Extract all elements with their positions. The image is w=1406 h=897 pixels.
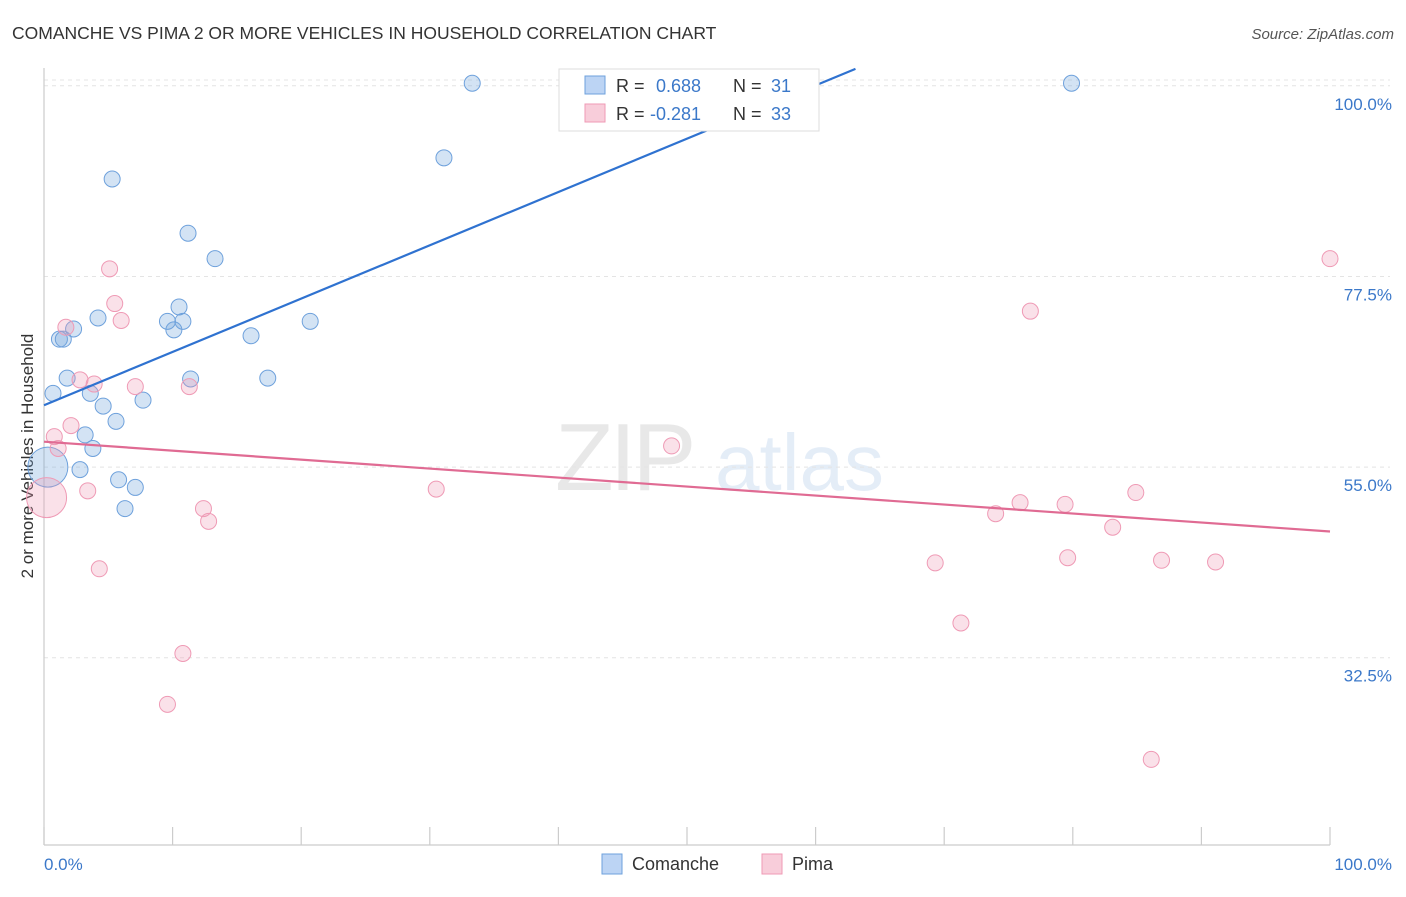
pima-point — [101, 260, 119, 278]
comanche-point — [94, 397, 112, 415]
stats-swatch-comanche — [584, 75, 606, 95]
comanche-point — [158, 312, 176, 330]
watermark-zip: ZIP — [555, 404, 692, 511]
pima-point — [987, 505, 1005, 523]
gridlines — [44, 79, 1390, 659]
pima-point — [663, 437, 681, 455]
scatter-points — [26, 74, 1339, 768]
pima-point — [158, 695, 176, 713]
pima-point — [1056, 495, 1074, 513]
comanche-point — [89, 309, 107, 327]
legend-label-pima: Pima — [792, 854, 834, 874]
series-legend: Comanche Pima — [601, 853, 834, 875]
pima-point — [49, 439, 67, 457]
stats-legend: R = 0.688 N = 31 R = -0.281 N = 33 — [558, 68, 820, 132]
pima-point — [71, 371, 89, 389]
pima-point — [180, 378, 198, 396]
pima-point — [174, 645, 192, 663]
comanche-point — [242, 327, 260, 345]
legend-swatch-comanche — [601, 853, 623, 875]
comanche-point — [76, 426, 94, 444]
comanche-point — [463, 74, 481, 92]
axes — [43, 68, 1331, 846]
y-tick-labels: 100.0% 77.5% 55.0% 32.5% — [1334, 95, 1392, 686]
pima-point — [200, 512, 218, 530]
stats-r-label-comanche: R = — [616, 76, 645, 96]
comanche-point — [58, 369, 76, 387]
comanche-point — [103, 170, 121, 188]
comanche-point — [174, 312, 192, 330]
pima-point — [1011, 494, 1029, 512]
pima-point — [112, 312, 130, 330]
pima-point — [62, 417, 80, 435]
pima-point — [106, 295, 124, 313]
y-tick-label: 32.5% — [1344, 667, 1392, 686]
pima-point — [1127, 484, 1145, 502]
stats-n-label-pima: N = — [733, 104, 762, 124]
comanche-point — [134, 391, 152, 409]
comanche-point — [116, 500, 134, 518]
comanche-point — [301, 312, 319, 330]
y-axis-title: 2 or more Vehicles in Household — [18, 334, 37, 579]
stats-r-label-pima: R = — [616, 104, 645, 124]
x-tick-label-right: 100.0% — [1334, 855, 1392, 874]
stats-n-value-pima: 33 — [771, 104, 791, 124]
comanche-point — [27, 446, 69, 488]
legend-label-comanche: Comanche — [632, 854, 719, 874]
pima-point — [90, 560, 108, 578]
comanche-point — [71, 461, 89, 479]
legend-swatch-pima — [761, 853, 783, 875]
watermark: ZIP atlas — [555, 404, 884, 511]
source-text: Source: ZipAtlas.com — [1251, 26, 1394, 43]
pima-point — [57, 318, 75, 336]
x-tick-labels: 0.0% 100.0% — [44, 855, 1392, 874]
watermark-atlas: atlas — [715, 418, 884, 507]
y-tick-label: 55.0% — [1344, 476, 1392, 495]
pima-point — [1104, 518, 1122, 536]
pima-point — [1153, 551, 1171, 569]
pima-point — [79, 482, 97, 500]
pima-point — [952, 614, 970, 632]
pima-point — [126, 378, 144, 396]
stats-r-value-pima: -0.281 — [650, 104, 701, 124]
comanche-point — [110, 471, 128, 489]
comanche-point — [1063, 74, 1081, 92]
comanche-point — [170, 298, 188, 316]
comanche-point — [107, 412, 125, 430]
x-tick-label-left: 0.0% — [44, 855, 83, 874]
pima-point — [194, 500, 212, 518]
comanche-point — [84, 439, 102, 457]
pima-point — [427, 480, 445, 498]
pima-point — [1021, 302, 1039, 320]
comanche-point — [126, 478, 144, 496]
pima-point — [1207, 553, 1225, 571]
stats-r-value-comanche: 0.688 — [656, 76, 701, 96]
pima-trend-line — [43, 440, 1331, 533]
comanche-point — [179, 224, 197, 242]
stats-swatch-pima — [584, 103, 606, 123]
comanche-point — [206, 250, 224, 268]
y-tick-label: 100.0% — [1334, 95, 1392, 114]
pima-point — [1321, 250, 1339, 268]
pima-point — [26, 477, 68, 519]
comanche-point — [259, 369, 277, 387]
y-tick-label: 77.5% — [1344, 285, 1392, 304]
stats-n-label-comanche: N = — [733, 76, 762, 96]
pima-point — [1059, 549, 1077, 567]
comanche-point — [435, 149, 453, 167]
chart-title: COMANCHE VS PIMA 2 OR MORE VEHICLES IN H… — [12, 23, 717, 43]
pima-point — [1142, 750, 1160, 768]
comanche-point — [165, 321, 183, 339]
stats-n-value-comanche: 31 — [771, 76, 791, 96]
pima-point — [926, 554, 944, 572]
